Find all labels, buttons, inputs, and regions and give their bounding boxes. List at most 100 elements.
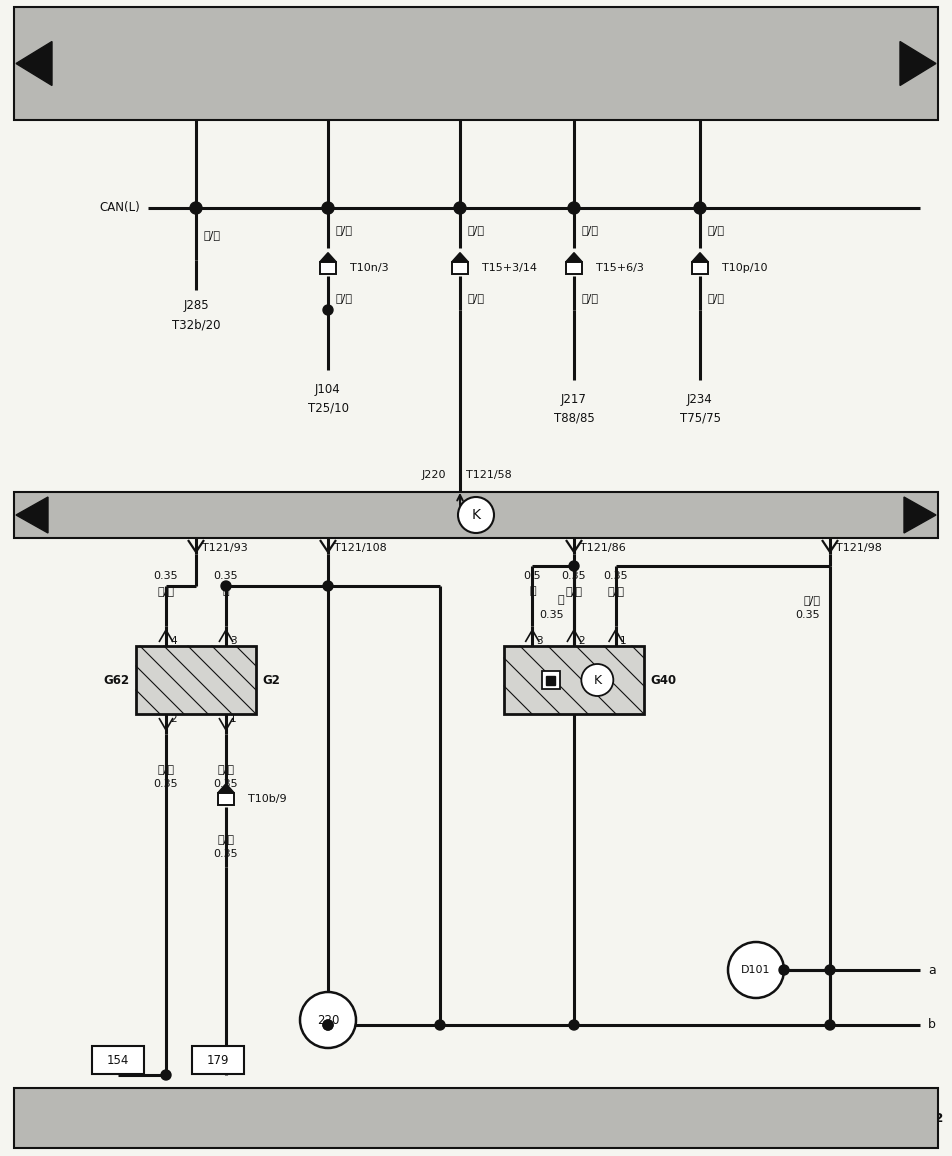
Polygon shape (904, 497, 936, 533)
Text: 2: 2 (578, 636, 585, 646)
Bar (14, 492, 938, 538)
Text: 0.35: 0.35 (604, 571, 628, 581)
Text: 2: 2 (170, 714, 177, 724)
Text: G62: G62 (104, 674, 130, 687)
Text: T10n/3: T10n/3 (350, 264, 388, 273)
Bar (320, 261, 336, 274)
Circle shape (582, 664, 613, 696)
Text: 30a: 30a (902, 5, 926, 18)
Text: J285: J285 (183, 298, 208, 311)
Circle shape (568, 202, 580, 214)
Text: K: K (593, 674, 602, 687)
Bar (546, 675, 555, 684)
Polygon shape (16, 42, 52, 86)
Bar (14, 1088, 938, 1148)
Text: 棕/黄: 棕/黄 (157, 764, 174, 775)
Text: 黑: 黑 (223, 586, 229, 596)
Text: 橙/棕: 橙/棕 (708, 225, 725, 235)
Text: 35: 35 (443, 1112, 461, 1125)
Text: T15+3/14: T15+3/14 (482, 264, 537, 273)
Text: 0.35: 0.35 (795, 610, 820, 620)
Bar (218, 793, 234, 806)
Text: T121/98: T121/98 (836, 543, 882, 553)
Text: 154: 154 (107, 1053, 129, 1067)
Text: J234: J234 (687, 393, 713, 407)
Text: 30a: 30a (28, 5, 51, 18)
Text: T88/85: T88/85 (554, 412, 594, 424)
Text: 42: 42 (925, 1112, 944, 1125)
Text: 橙/棕: 橙/棕 (204, 230, 221, 240)
Bar (692, 261, 708, 274)
Circle shape (728, 942, 784, 998)
Text: 0.35: 0.35 (213, 849, 238, 859)
Polygon shape (218, 784, 234, 793)
Text: 橙/棕: 橙/棕 (582, 292, 599, 303)
Bar (504, 646, 644, 714)
Text: G40: G40 (650, 674, 676, 687)
Text: T121/108: T121/108 (334, 543, 387, 553)
Text: 33: 33 (305, 1112, 324, 1125)
Bar (14, 7, 938, 120)
Circle shape (190, 202, 202, 214)
Text: 1: 1 (620, 636, 626, 646)
Circle shape (323, 581, 333, 591)
Text: T15+6/3: T15+6/3 (596, 264, 644, 273)
Text: J220: J220 (422, 470, 446, 480)
Text: 32: 32 (234, 1112, 252, 1125)
Text: 3: 3 (536, 636, 543, 646)
Bar (566, 261, 582, 274)
Text: 36: 36 (512, 1112, 530, 1125)
Text: K: K (471, 507, 481, 523)
Circle shape (323, 305, 333, 314)
Text: 橙/棕: 橙/棕 (336, 225, 353, 235)
Text: T10b/9: T10b/9 (248, 794, 287, 805)
Circle shape (323, 1020, 333, 1030)
Bar (92, 1046, 144, 1074)
Circle shape (435, 1020, 445, 1030)
Polygon shape (16, 497, 48, 533)
Text: T121/58: T121/58 (466, 470, 512, 480)
Text: 29: 29 (26, 1112, 44, 1125)
Text: b: b (928, 1018, 936, 1031)
Text: 橙/棕: 橙/棕 (468, 292, 485, 303)
Text: 40: 40 (787, 1112, 806, 1125)
Circle shape (825, 965, 835, 975)
Text: 黑: 黑 (529, 586, 536, 596)
Text: 白/黑: 白/黑 (803, 595, 820, 605)
Text: 0.35: 0.35 (213, 779, 238, 790)
Polygon shape (566, 253, 582, 261)
Text: 0.35: 0.35 (153, 779, 178, 790)
Polygon shape (692, 253, 708, 261)
Text: 橙/棕: 橙/棕 (582, 225, 599, 235)
Bar (542, 670, 560, 689)
Polygon shape (452, 253, 468, 261)
Circle shape (323, 1020, 333, 1030)
Text: 0.35: 0.35 (540, 610, 564, 620)
Circle shape (569, 561, 579, 571)
Text: T75/75: T75/75 (680, 412, 721, 424)
Circle shape (161, 1070, 171, 1080)
Text: 黑: 黑 (557, 595, 564, 605)
Text: T121/86: T121/86 (580, 543, 625, 553)
Text: 0.35: 0.35 (213, 571, 238, 581)
Text: T25/10: T25/10 (307, 401, 348, 415)
Text: 蓝/棕: 蓝/棕 (217, 764, 234, 775)
Text: a: a (928, 963, 936, 977)
Text: 41: 41 (857, 1112, 875, 1125)
Text: 0.5: 0.5 (524, 571, 541, 581)
Circle shape (825, 1020, 835, 1030)
Text: 0.35: 0.35 (562, 571, 586, 581)
Text: D101: D101 (742, 965, 771, 975)
Circle shape (454, 202, 466, 214)
Text: 30: 30 (93, 1112, 112, 1125)
Polygon shape (900, 42, 936, 86)
Text: T32b/20: T32b/20 (171, 319, 220, 332)
Bar (452, 261, 468, 274)
Text: 39: 39 (719, 1112, 737, 1125)
Text: 橙/棕: 橙/棕 (708, 292, 725, 303)
Text: 橙/棕: 橙/棕 (468, 225, 485, 235)
Circle shape (694, 202, 706, 214)
Bar (192, 1046, 244, 1074)
Text: 179: 179 (207, 1053, 229, 1067)
Text: 31: 31 (162, 1112, 180, 1125)
